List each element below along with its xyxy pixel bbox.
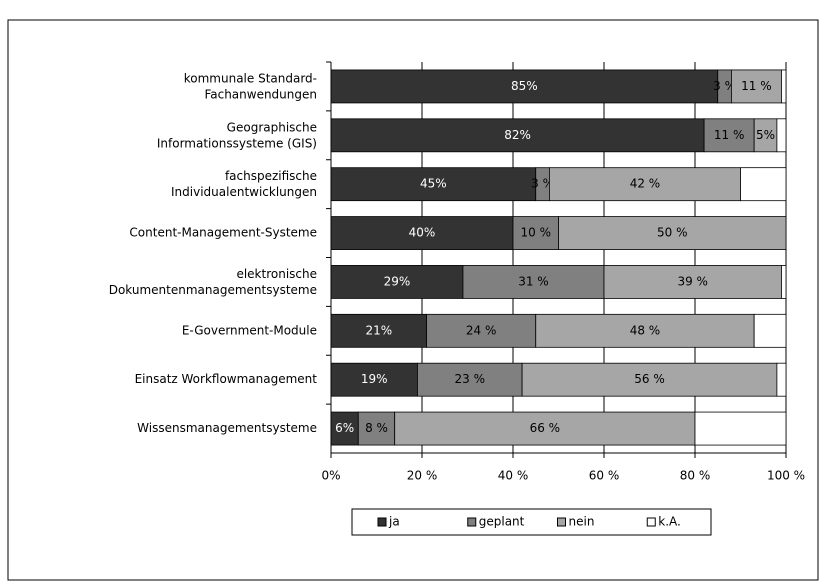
legend-swatch xyxy=(646,517,656,527)
bar-segment xyxy=(330,216,514,250)
bar-segment xyxy=(694,411,787,446)
data-label: 10 % xyxy=(521,226,552,240)
bar-segment xyxy=(603,265,782,299)
chart-frame xyxy=(7,19,819,581)
data-label: 42 % xyxy=(630,177,661,191)
legend-swatch xyxy=(467,517,477,527)
y-tick-label: kommunale Standard-Fachanwendungen xyxy=(184,71,317,101)
data-label: 82% xyxy=(504,128,531,142)
data-label: 11 % xyxy=(741,79,772,93)
data-label: 29% xyxy=(384,274,411,288)
data-label: 11 % xyxy=(714,128,745,142)
x-tick-label: 60 % xyxy=(589,469,620,483)
y-tick-label: Wissensmanagementsysteme xyxy=(137,421,317,435)
bar-segment xyxy=(549,167,741,202)
bar-segment xyxy=(776,118,787,153)
y-tick-label: elektronische Dokumentenmanagementsysteme xyxy=(109,266,317,296)
legend-label: geplant xyxy=(479,515,525,529)
bar-segment xyxy=(703,118,755,153)
data-label: 66 % xyxy=(530,421,561,435)
data-label: 24 % xyxy=(466,323,497,337)
data-label: 50 % xyxy=(657,226,688,240)
data-label: 19% xyxy=(361,372,388,386)
data-label: 56 % xyxy=(634,372,665,386)
bar-segment xyxy=(330,313,427,348)
bar-segment xyxy=(781,265,787,299)
y-tick-label: Geographische Informationssysteme (GIS) xyxy=(157,120,317,150)
bar-segment xyxy=(776,362,787,397)
data-label: 31 % xyxy=(518,274,549,288)
y-tick-label: E-Government-Module xyxy=(182,323,317,337)
bar-segment xyxy=(330,362,418,397)
bar-segment xyxy=(462,265,605,299)
bar-segment xyxy=(357,411,396,446)
bar-segment xyxy=(740,167,787,202)
bar-segment xyxy=(535,313,755,348)
bar-segment xyxy=(731,69,782,104)
data-label: 5% xyxy=(756,128,775,142)
legend-label: nein xyxy=(569,515,595,529)
legend-swatch xyxy=(377,517,387,527)
x-tick-label: 20 % xyxy=(407,469,438,483)
data-label: 40% xyxy=(409,226,436,240)
bar-segment xyxy=(753,313,787,348)
bar-segment xyxy=(512,216,559,250)
bar-segment xyxy=(426,313,537,348)
y-tick-label: Content-Management-Systeme xyxy=(129,226,317,240)
data-label: 48 % xyxy=(630,323,661,337)
x-tick-label: 100 % xyxy=(767,469,805,483)
data-label: 45% xyxy=(420,177,447,191)
bar-segment xyxy=(330,167,537,202)
y-tick-label: fachspezifische Individualentwicklungen xyxy=(171,169,317,199)
data-label: 21% xyxy=(365,323,392,337)
legend-box xyxy=(351,508,712,536)
legend-label: k.A. xyxy=(658,515,681,529)
legend-label: ja xyxy=(388,515,400,529)
bar-segment xyxy=(330,118,705,153)
bar-segment xyxy=(521,362,778,397)
bar-segment xyxy=(558,216,787,250)
data-label: 6% xyxy=(335,421,354,435)
data-label: 3 % xyxy=(713,79,736,93)
data-label: 3 % xyxy=(531,177,554,191)
data-label: 39 % xyxy=(677,274,708,288)
x-tick-label: 80 % xyxy=(680,469,711,483)
x-tick-label: 0% xyxy=(321,469,340,483)
data-label: 85% xyxy=(511,79,538,93)
y-tick-label: Einsatz Workflowmanagement xyxy=(135,372,318,386)
bar-segment xyxy=(781,69,787,104)
legend-swatch xyxy=(557,517,566,527)
bar-segment xyxy=(330,265,464,299)
data-label: 23 % xyxy=(455,372,486,386)
x-tick-label: 40 % xyxy=(498,469,529,483)
data-label: 8 % xyxy=(365,421,388,435)
